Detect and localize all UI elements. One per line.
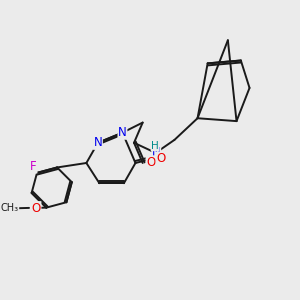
Text: O: O: [156, 152, 166, 165]
Text: N: N: [94, 136, 102, 149]
Text: F: F: [30, 160, 37, 173]
Text: CH₃: CH₃: [1, 203, 19, 213]
Text: H: H: [151, 141, 159, 151]
Text: N: N: [118, 126, 127, 139]
Text: O: O: [32, 202, 41, 215]
Text: O: O: [146, 156, 155, 169]
Text: N: N: [152, 146, 161, 159]
